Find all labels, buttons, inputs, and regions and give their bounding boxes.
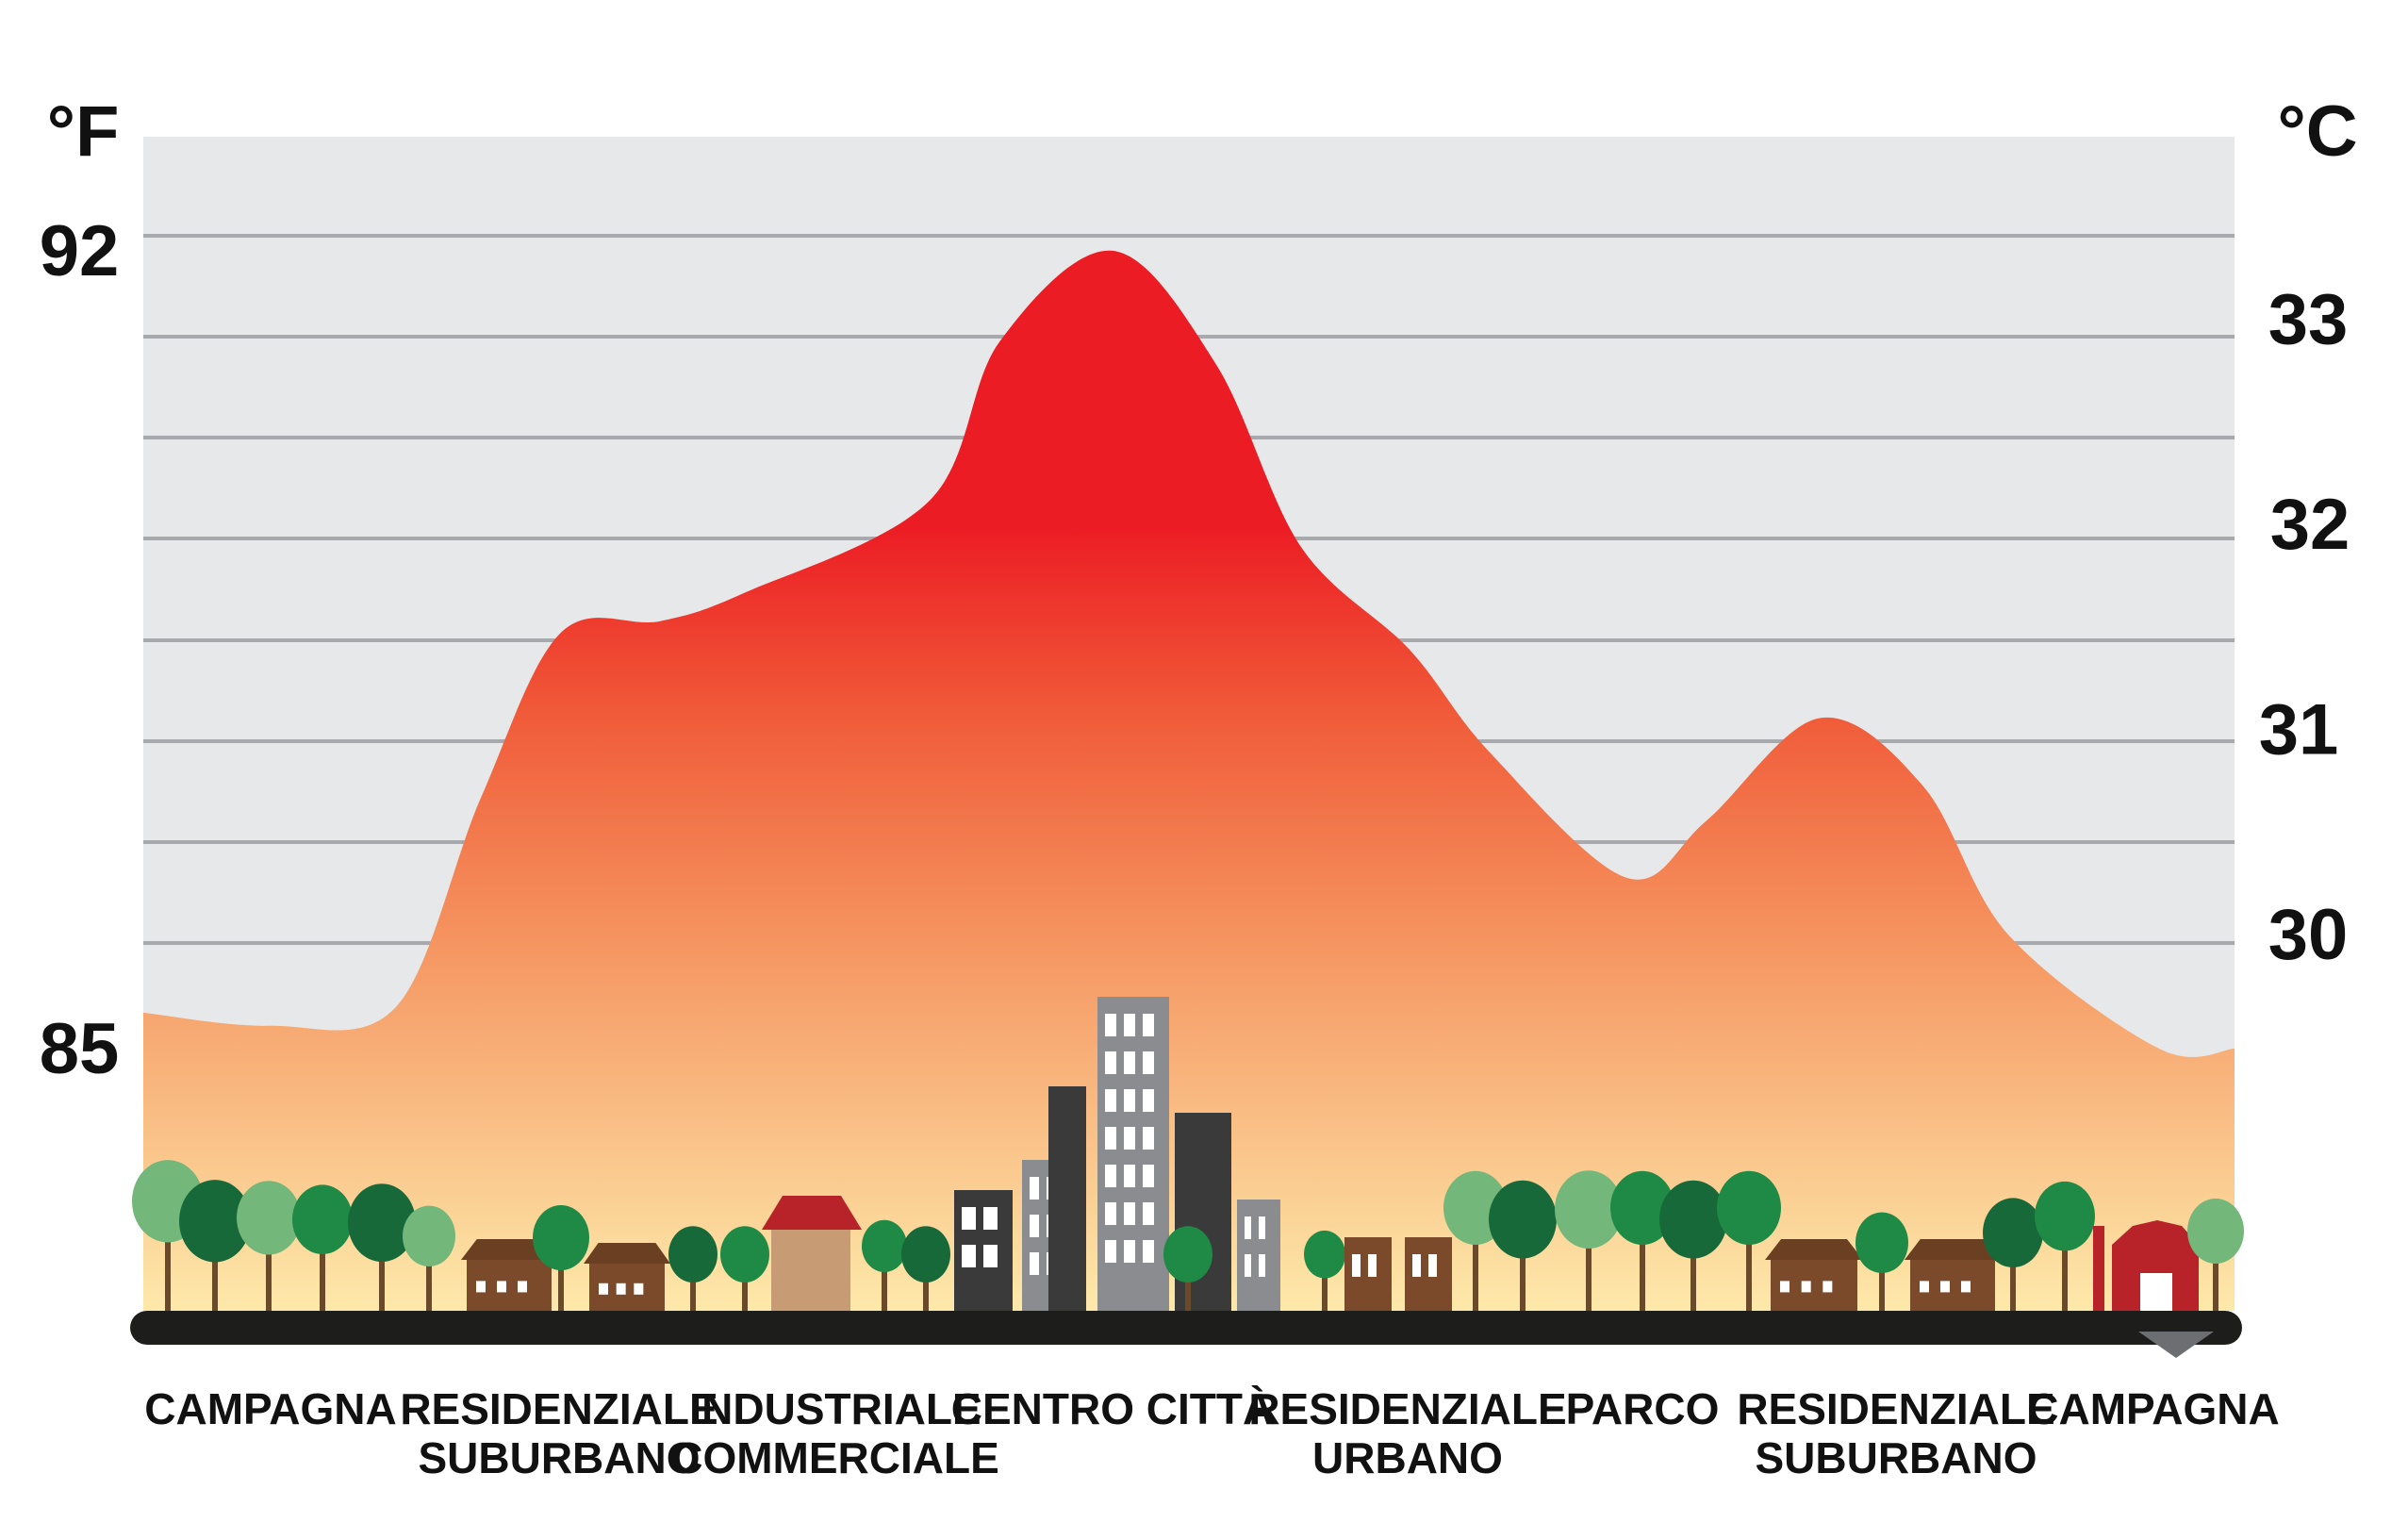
house-icon (584, 1243, 670, 1313)
x-axis-label: CAMPAGNA (2027, 1384, 2279, 1433)
x-axis-labels: CAMPAGNA RESIDENZIALE SUBURBANOINDUSTRIALE… (144, 1384, 2279, 1482)
apartment-icon (1405, 1237, 1452, 1313)
x-axis-label-line: RESIDENZIALE (1248, 1384, 1566, 1433)
tree-icon (1855, 1212, 1908, 1313)
tree-icon (862, 1219, 907, 1313)
right-axis-tick-label: 33 (2268, 279, 2349, 359)
tree-icon (237, 1181, 301, 1313)
tree-icon (668, 1226, 717, 1313)
building-icon (1237, 1200, 1280, 1313)
x-axis-label: INDUSTRIALE COMMERCIALE (671, 1384, 999, 1482)
house-icon (1765, 1239, 1863, 1313)
tree-icon (1610, 1170, 1674, 1313)
tree-icon (1163, 1226, 1212, 1313)
building-icon (1175, 1113, 1231, 1313)
left-axis-tick-label: 92 (40, 211, 120, 291)
right-axis-tick-label: 30 (2268, 895, 2349, 975)
ground-arrow-icon (2138, 1332, 2214, 1358)
tree-icon (1659, 1180, 1727, 1313)
left-axis-unit: °F (47, 91, 120, 172)
tree-icon (533, 1205, 589, 1313)
tree-icon (403, 1205, 455, 1313)
barn-icon (2093, 1220, 2199, 1313)
house-icon (1905, 1239, 2001, 1313)
left-axis-ticks: 85 92 (40, 211, 120, 1089)
left-axis-tick-label: 85 (40, 1009, 120, 1089)
tree-icon (1555, 1170, 1623, 1313)
tree-icon (2187, 1199, 2244, 1313)
apartment-icon (1344, 1237, 1392, 1313)
tower-icon (1097, 997, 1169, 1313)
x-axis-label-line: RESIDENZIALE (1737, 1384, 2054, 1433)
right-axis-tick-label: 32 (2270, 485, 2350, 565)
x-axis-label-line: SUBURBANO (419, 1433, 701, 1482)
right-axis-unit: °C (2277, 91, 2357, 172)
x-axis-label: PARCO (1566, 1384, 1720, 1433)
right-axis-ticks: 30 31 32 33 (2259, 279, 2350, 975)
right-axis-tick-label: 31 (2259, 690, 2339, 770)
x-axis-label-line: PARCO (1566, 1384, 1720, 1433)
x-axis-label-line: CENTRO CITTÀ (951, 1384, 1274, 1433)
tree-icon (2035, 1181, 2095, 1313)
x-axis-label-line: RESIDENZIALE (400, 1384, 717, 1433)
tree-icon (292, 1184, 353, 1313)
x-axis-label-line: URBANO (1312, 1433, 1503, 1482)
x-axis-label-line: COMMERCIALE (671, 1433, 999, 1482)
x-axis-label: CENTRO CITTÀ (951, 1384, 1274, 1433)
tree-icon (1717, 1170, 1781, 1313)
tree-icon (901, 1226, 950, 1313)
temperature-area (143, 250, 2235, 1312)
x-axis-label: CAMPAGNA (144, 1384, 396, 1433)
building-icon (1048, 1086, 1086, 1313)
x-axis-label: RESIDENZIALE SUBURBANO (400, 1384, 717, 1482)
building-icon (954, 1190, 1013, 1313)
x-axis-label: RESIDENZIALE URBANO (1248, 1384, 1566, 1482)
house-icon (461, 1239, 557, 1313)
commercial-building-icon (762, 1196, 862, 1313)
x-axis-label-line: INDUSTRIALE (689, 1384, 981, 1433)
tree-icon (348, 1183, 416, 1313)
skyline-illustration (132, 997, 2244, 1313)
tree-icon (1983, 1198, 2043, 1313)
tree-icon (720, 1226, 769, 1313)
x-axis-label-line: CAMPAGNA (144, 1384, 396, 1433)
tree-icon (1489, 1180, 1557, 1313)
ground-bar (130, 1311, 2242, 1345)
x-axis-label-line: CAMPAGNA (2027, 1384, 2279, 1433)
x-axis-label: RESIDENZIALE SUBURBANO (1737, 1384, 2054, 1482)
tree-icon (179, 1180, 251, 1313)
x-axis-label-line: SUBURBANO (1756, 1433, 2037, 1482)
tree-icon (1304, 1230, 1345, 1313)
